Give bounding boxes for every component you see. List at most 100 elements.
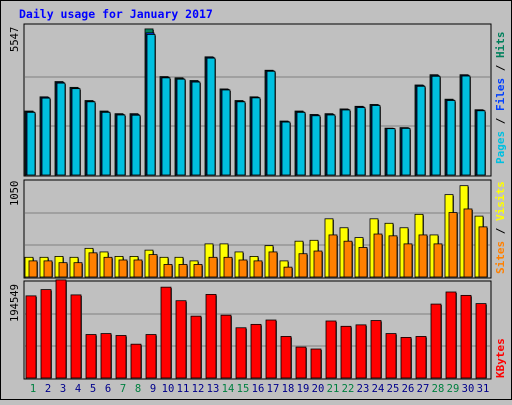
- x-tick-label: 19: [297, 383, 310, 395]
- x-tick-label: 22: [342, 383, 355, 395]
- bar-kbytes: [205, 294, 217, 379]
- bar-pages: [326, 114, 336, 176]
- x-tick-label: 24: [372, 383, 385, 395]
- bar-kbytes: [370, 320, 382, 379]
- bar-kbytes: [100, 333, 112, 379]
- x-tick-label: 18: [282, 383, 295, 395]
- bar-kbytes: [340, 325, 352, 379]
- bar-sites: [268, 251, 278, 278]
- bar-kbytes: [25, 295, 37, 379]
- x-tick-label: 3: [60, 383, 66, 395]
- x-tick-label: 26: [402, 383, 415, 395]
- legend-kbytes-panel: KBytes: [494, 338, 507, 378]
- bar-kbytes: [430, 303, 442, 379]
- bar-kbytes: [415, 336, 427, 379]
- bar-pages: [416, 85, 426, 176]
- bar-kbytes: [145, 334, 157, 379]
- bar-sites: [208, 256, 218, 278]
- bar-sites: [313, 250, 323, 278]
- x-tick-label: 4: [75, 383, 81, 395]
- bar-sites: [478, 226, 488, 278]
- bar-kbytes: [175, 300, 187, 379]
- bar-kbytes: [385, 333, 397, 379]
- bar-pages: [401, 128, 411, 176]
- x-tick-label: 16: [252, 383, 265, 395]
- legend-kbytes: KBytes: [494, 338, 507, 378]
- bar-sites: [298, 253, 308, 278]
- x-tick-label: 2: [45, 383, 51, 395]
- bar-pages: [431, 75, 441, 176]
- bar-pages: [206, 57, 216, 176]
- bar-sites: [358, 247, 368, 278]
- bar-kbytes: [70, 294, 82, 379]
- bar-sites: [193, 264, 203, 278]
- bar-sites: [58, 262, 68, 278]
- bar-kbytes: [460, 294, 472, 379]
- x-tick-label: 31: [477, 383, 490, 395]
- bar-pages: [281, 121, 291, 176]
- bar-pages: [101, 111, 111, 176]
- bar-kbytes: [160, 286, 172, 379]
- bar-pages: [461, 75, 471, 176]
- x-tick-label: 15: [237, 383, 250, 395]
- x-tick-label: 28: [432, 383, 445, 395]
- bar-kbytes: [55, 279, 67, 379]
- legend-sites: Sites: [494, 241, 507, 274]
- bar-pages: [131, 114, 141, 176]
- bar-pages: [86, 101, 96, 176]
- bar-pages: [146, 34, 156, 176]
- x-tick-label: 20: [312, 383, 325, 395]
- x-tick-label: 12: [192, 383, 205, 395]
- bar-pages: [311, 115, 321, 176]
- bar-pages: [176, 78, 186, 176]
- bar-sites: [448, 212, 458, 278]
- bar-sites: [223, 256, 233, 278]
- bar-sites: [328, 234, 338, 278]
- bar-sites: [103, 256, 113, 278]
- x-tick-label: 21: [327, 383, 340, 395]
- bar-sites: [343, 240, 353, 278]
- legend-hits-panel: Pages / Files / Hits: [494, 32, 507, 165]
- bar-sites: [433, 243, 443, 278]
- bar-pages: [356, 107, 366, 176]
- legend-visits: Visits: [494, 181, 507, 221]
- x-tick-label: 5: [90, 383, 96, 395]
- bar-kbytes: [475, 303, 487, 379]
- bar-kbytes: [355, 324, 367, 379]
- x-tick-label: 30: [462, 383, 475, 395]
- bar-pages: [266, 70, 276, 176]
- bar-sites: [88, 252, 98, 278]
- bar-kbytes: [445, 291, 457, 379]
- bar-sites: [28, 260, 38, 278]
- bar-sites: [418, 234, 428, 278]
- bar-pages: [251, 97, 261, 176]
- bar-sites: [253, 260, 263, 278]
- x-tick-label: 27: [417, 383, 430, 395]
- bar-pages: [41, 97, 51, 176]
- x-tick-labels: 1 2 3 4 5 6 7 8 9 10 11 12 13 14 15 16 17 18 19 20 21 22 23 24 2…: [30, 383, 489, 395]
- bar-sites: [133, 259, 143, 278]
- bar-pages: [116, 114, 126, 176]
- bar-sites: [43, 260, 53, 278]
- x-tick-label: 6: [105, 383, 111, 395]
- bar-kbytes: [325, 320, 337, 379]
- x-tick-label: 13: [207, 383, 220, 395]
- bar-sites: [238, 259, 248, 278]
- bar-sites: [163, 264, 173, 278]
- x-tick-label: 10: [162, 383, 175, 395]
- legend-visits-panel: Sites / Visits: [494, 181, 507, 274]
- x-tick-label: 11: [177, 383, 190, 395]
- x-tick-label: 25: [387, 383, 400, 395]
- bar-sites: [73, 262, 83, 278]
- bar-kbytes: [40, 289, 52, 379]
- bar-kbytes: [190, 315, 202, 379]
- bar-sites: [388, 235, 398, 278]
- bar-sites: [178, 264, 188, 278]
- bar-pages: [476, 110, 486, 176]
- x-tick-label: 23: [357, 383, 370, 395]
- bar-sites: [403, 243, 413, 278]
- bar-pages: [446, 100, 456, 176]
- bar-kbytes: [130, 343, 142, 379]
- bar-kbytes: [400, 337, 412, 379]
